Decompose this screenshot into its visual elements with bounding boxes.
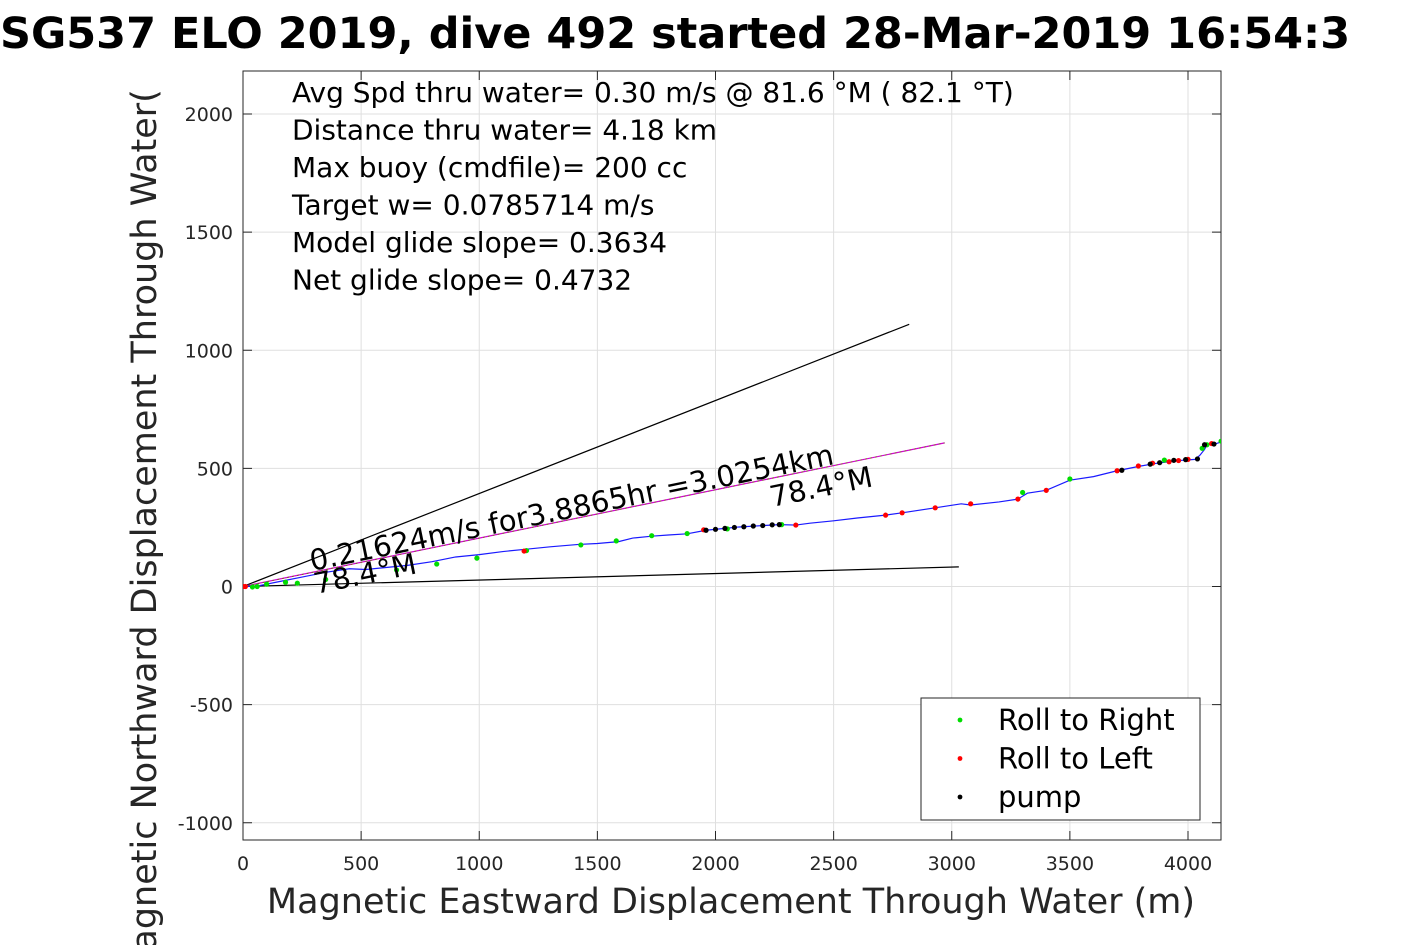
plot-data-group (243, 323, 1221, 590)
x-tick-label: 4000 (1164, 853, 1212, 875)
roll-to-left-point (932, 505, 938, 511)
roll-to-left-point (1166, 459, 1172, 465)
roll-to-left-point (521, 548, 527, 554)
roll-to-right-point (649, 533, 655, 539)
pump-point (750, 523, 756, 529)
roll-to-left-point (1114, 468, 1120, 474)
roll-to-left-point (968, 501, 974, 507)
y-tick-label: 1500 (185, 222, 233, 244)
roll-to-left-point (1043, 487, 1049, 493)
stats-annotation: Target w= 0.0785714 m/s (291, 189, 654, 222)
legend-label: pump (998, 780, 1081, 814)
roll-to-left-point (1015, 496, 1021, 502)
plot-layer: 0 500 1000 1500 2000 2500 3000 3500 4000 -1000 -50… (178, 70, 1222, 875)
reference-line (243, 566, 959, 588)
roll-to-right-point (613, 538, 619, 544)
stats-annotation: Model glide slope= 0.3634 (292, 226, 667, 259)
roll-to-left-point (1135, 463, 1141, 469)
legend-label: Roll to Right (998, 703, 1175, 737)
pump-point (776, 522, 782, 528)
x-tick-label: 3000 (928, 853, 976, 875)
roll-to-left-point (883, 512, 889, 518)
pump-point (1171, 457, 1177, 463)
x-axis-label: Magnetic Eastward Displacement Through W… (267, 882, 1195, 922)
x-tick-label: 2000 (691, 853, 739, 875)
roll-to-left-point (899, 510, 905, 516)
roll-to-right-point (434, 561, 440, 567)
roll-to-right-point (393, 567, 400, 573)
pump-point (1194, 456, 1201, 462)
pump-point (741, 524, 747, 530)
roll-to-right-point (294, 580, 300, 586)
pump-point (722, 525, 728, 531)
x-tick-label: 0 (237, 853, 249, 875)
roll-to-right-point (282, 579, 289, 585)
pump-point (712, 526, 719, 532)
chart-title: SG537 ELO 2019, dive 492 started 28-Mar-… (0, 9, 1350, 59)
y-tick-label: -500 (190, 695, 233, 717)
roll-to-left-point (243, 583, 248, 590)
roll-to-right-point (254, 583, 260, 590)
x-tick-label: 1000 (455, 853, 503, 875)
legend-marker (957, 794, 963, 800)
pump-point (1211, 441, 1217, 447)
roll-to-right-point (474, 555, 480, 561)
pump-point (760, 522, 766, 529)
roll-to-right-point (1161, 457, 1167, 463)
pump-point (1183, 457, 1189, 463)
stats-annotation: Avg Spd thru water= 0.30 m/s @ 81.6 °M (… (292, 76, 1014, 109)
pump-point (1119, 467, 1125, 473)
roll-to-right-point (249, 584, 256, 590)
pump-point (1147, 461, 1153, 467)
x-tick-label: 2500 (809, 853, 857, 875)
stats-annotation: Max buoy (cmdfile)= 200 cc (292, 151, 687, 184)
pump-point (769, 522, 775, 528)
roll-to-right-point (1020, 489, 1026, 496)
legend-marker (957, 756, 963, 761)
reference-line (243, 323, 910, 588)
y-tick-label: 2000 (185, 104, 233, 126)
roll-to-right-point (684, 530, 690, 537)
pump-point (1157, 460, 1163, 466)
pump-point (731, 524, 738, 531)
roll-to-right-point (264, 581, 270, 587)
y-tick-label: -1000 (178, 813, 233, 835)
axes-box (242, 70, 1222, 841)
roll-to-left-point (1175, 457, 1182, 464)
y-tick-label: 1000 (185, 340, 233, 362)
x-tick-label: 3500 (1046, 853, 1094, 875)
current-vector-dash (243, 442, 945, 587)
x-tick-label: 500 (343, 853, 379, 875)
roll-to-right-point (578, 542, 584, 548)
y-tick-label: 0 (221, 577, 233, 599)
pump-point (1201, 442, 1208, 448)
x-tick-label: 1500 (573, 853, 621, 875)
roll-to-right-point (323, 576, 329, 583)
y-axis-label: Magnetic Northward Displacement Through … (125, 89, 165, 945)
legend-label: Roll to Left (998, 742, 1153, 776)
roll-to-left-point (793, 522, 799, 528)
legend-box (920, 697, 1201, 821)
roll-to-right-point (1067, 476, 1073, 482)
legend-marker (957, 717, 963, 723)
y-tick-label: 500 (197, 458, 233, 480)
stats-annotation: Net glide slope= 0.4732 (292, 264, 632, 297)
roll-to-right-point (1218, 438, 1221, 444)
stats-annotation: Distance thru water= 4.18 km (292, 114, 717, 147)
pump-point (703, 527, 709, 533)
